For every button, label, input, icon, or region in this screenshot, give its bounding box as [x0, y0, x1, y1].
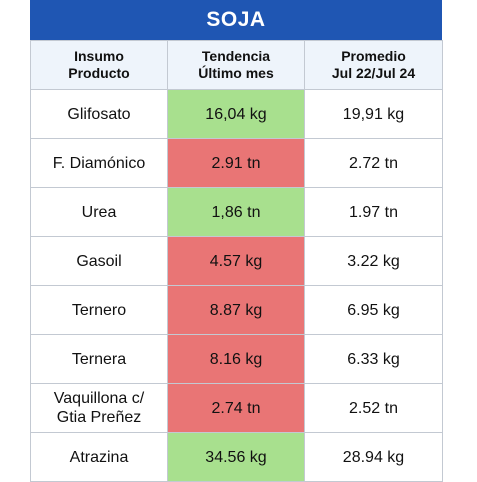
average-cell: 3.22 kg — [304, 236, 443, 286]
table-row: Urea 1,86 tn 1.97 tn — [30, 187, 443, 237]
average-cell: 19,91 kg — [304, 89, 443, 139]
table-row: Ternera 8.16 kg 6.33 kg — [30, 334, 443, 384]
trend-cell: 8.87 kg — [167, 285, 305, 335]
product-cell: Gasoil — [30, 236, 168, 286]
table-row: Atrazina 34.56 kg 28.94 kg — [30, 432, 443, 482]
product-cell: Ternero — [30, 285, 168, 335]
header-trend-line2: Último mes — [198, 65, 274, 81]
table-body: Glifosato 16,04 kg 19,91 kg F. Diamónico 2.9… — [30, 89, 443, 482]
trend-cell: 1,86 tn — [167, 187, 305, 237]
product-label: Vaquillona c/ — [53, 390, 145, 407]
product-cell: Atrazina — [30, 432, 168, 482]
trend-cell: 4.57 kg — [167, 236, 305, 286]
trend-cell: 2.91 tn — [167, 138, 305, 188]
average-cell: 2.72 tn — [304, 138, 443, 188]
product-label: Urea — [81, 203, 117, 221]
trend-cell: 34.56 kg — [167, 432, 305, 482]
product-label: F. Diamónico — [52, 154, 146, 172]
product-cell: Urea — [30, 187, 168, 237]
product-cell: Glifosato — [30, 89, 168, 139]
table-row: Glifosato 16,04 kg 19,91 kg — [30, 89, 443, 139]
header-product-line1: Insumo — [74, 48, 124, 64]
header-trend: Tendencia Último mes — [167, 40, 305, 90]
table-row: Gasoil 4.57 kg 3.22 kg — [30, 236, 443, 286]
product-cell: Ternera — [30, 334, 168, 384]
header-average: Promedio Jul 22/Jul 24 — [304, 40, 443, 90]
product-label: Gasoil — [76, 252, 122, 270]
average-cell: 2.52 tn — [304, 383, 443, 433]
table-row: Ternero 8.87 kg 6.95 kg — [30, 285, 443, 335]
trend-cell: 8.16 kg — [167, 334, 305, 384]
product-cell: Vaquillona c/Gtia Preñez — [30, 383, 168, 433]
price-table: Insumo Producto Tendencia Último mes Pro… — [30, 40, 443, 482]
table-row: F. Diamónico 2.91 tn 2.72 tn — [30, 138, 443, 188]
header-average-line2: Jul 22/Jul 24 — [331, 65, 416, 81]
average-cell: 1.97 tn — [304, 187, 443, 237]
header-product: Insumo Producto — [30, 40, 168, 90]
trend-cell: 16,04 kg — [167, 89, 305, 139]
price-table-card: SOJA Insumo Producto Tendencia Último me… — [30, 0, 443, 482]
header-product-line2: Producto — [68, 65, 130, 81]
trend-cell: 2.74 tn — [167, 383, 305, 433]
product-cell: F. Diamónico — [30, 138, 168, 188]
title-bar: SOJA — [30, 0, 442, 40]
header-row: Insumo Producto Tendencia Último mes Pro… — [30, 40, 443, 90]
header-average-line1: Promedio — [341, 48, 406, 64]
table-row: Vaquillona c/Gtia Preñez 2.74 tn 2.52 tn — [30, 383, 443, 433]
product-label: Atrazina — [69, 448, 129, 466]
product-label: Ternera — [71, 350, 127, 368]
product-label: Ternero — [71, 301, 127, 319]
table-title: SOJA — [206, 8, 266, 31]
product-label: Glifosato — [67, 105, 131, 123]
average-cell: 6.95 kg — [304, 285, 443, 335]
product-label: Gtia Preñez — [56, 409, 142, 426]
header-trend-line1: Tendencia — [201, 48, 271, 64]
average-cell: 28.94 kg — [304, 432, 443, 482]
average-cell: 6.33 kg — [304, 334, 443, 384]
